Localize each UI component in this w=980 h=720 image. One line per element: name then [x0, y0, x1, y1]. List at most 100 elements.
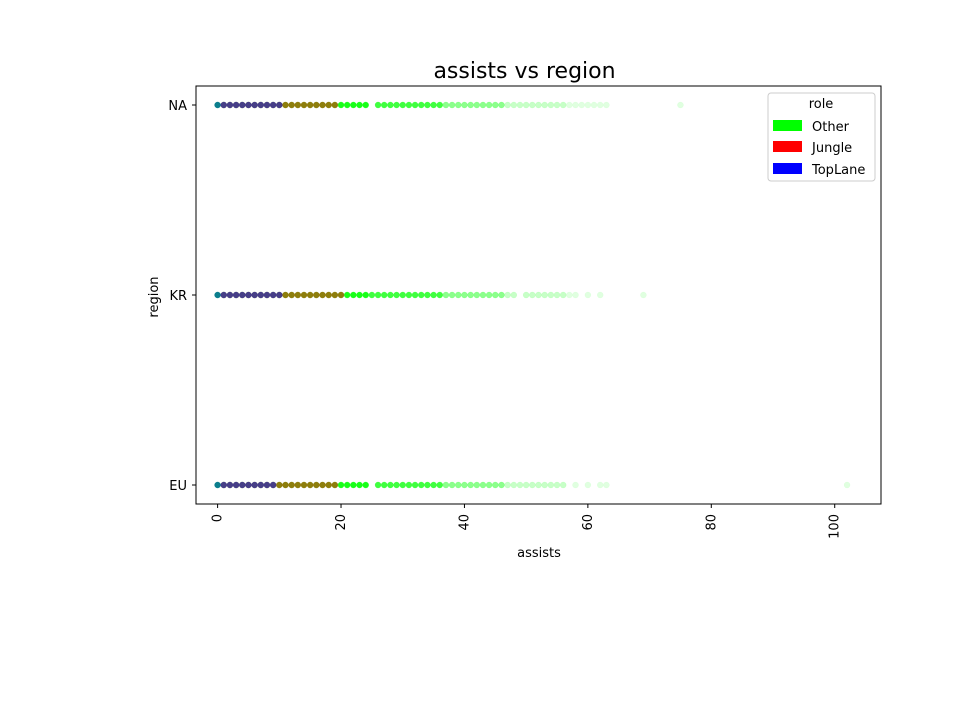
point-toplane-kr: [220, 291, 228, 299]
point-other-na: [405, 101, 413, 109]
point-jungle-eu: [325, 481, 332, 489]
point-other-na: [399, 101, 406, 109]
point-other-eu: [374, 481, 382, 489]
point-toplane-na: [269, 101, 277, 109]
point-other-na: [448, 101, 456, 109]
legend-swatch-other: [773, 120, 802, 131]
point-toplane-na: [251, 101, 258, 109]
point-other-kr: [584, 291, 592, 299]
point-other-na: [479, 101, 487, 109]
point-jungle-na: [300, 101, 308, 109]
point-other-kr: [356, 291, 363, 299]
point-other-kr: [535, 291, 542, 299]
point-other-na: [516, 101, 524, 109]
point-other-na: [387, 101, 394, 109]
point-jungle-eu: [288, 481, 295, 489]
point-other-kr: [424, 291, 431, 299]
point-other-na: [467, 101, 474, 109]
point-other-na: [590, 101, 598, 109]
point-other-eu: [405, 481, 413, 489]
point-other-kr: [368, 291, 376, 299]
y-tick-label: EU: [169, 479, 187, 494]
point-toplane-kr: [226, 291, 234, 299]
point-jungle-kr: [331, 291, 339, 299]
point-jungle-eu: [294, 481, 302, 489]
point-jungle-kr: [319, 291, 326, 299]
point-toplane-eu: [269, 481, 277, 489]
point-other-na: [455, 101, 462, 109]
point-other-na: [411, 101, 419, 109]
point-other-eu: [535, 481, 542, 489]
point-other-na: [578, 101, 585, 109]
point-jungle-kr: [300, 291, 308, 299]
chart-title: assists vs region: [433, 59, 615, 84]
legend-swatch-toplane: [773, 163, 802, 174]
x-axis: 0 20 40 60 80 100: [211, 504, 843, 539]
point-other-kr: [492, 291, 499, 299]
point-other-kr: [455, 291, 462, 299]
point-other-kr: [553, 291, 561, 299]
point-other-na: [504, 101, 511, 109]
point-toplane-na: [245, 101, 252, 109]
point-other-kr: [522, 291, 530, 299]
point-other-kr: [442, 291, 450, 299]
point-toplane-eu: [226, 481, 234, 489]
x-tick-label: 0: [211, 514, 226, 522]
point-toplane-eu: [263, 481, 271, 489]
point-other-na: [559, 101, 567, 109]
point-toplane-kr: [245, 291, 252, 299]
point-other-eu: [485, 481, 493, 489]
point-jungle-kr: [325, 291, 332, 299]
point-other-eu: [492, 481, 499, 489]
legend-title: role: [809, 97, 834, 112]
point-toplane-eu: [245, 481, 252, 489]
point-other-eu: [498, 481, 505, 489]
point-other-eu: [510, 481, 518, 489]
point-other-na: [572, 101, 579, 109]
point-toplane-na: [220, 101, 228, 109]
point-other-eu: [356, 481, 363, 489]
point-jungle-na: [313, 101, 320, 109]
point-other-kr: [541, 291, 548, 299]
point-other-na: [337, 101, 345, 109]
point-toplane-na: [276, 101, 283, 109]
point-jungle-eu: [331, 481, 339, 489]
legend-frame: [767, 92, 876, 182]
point-jungle-eu: [300, 481, 308, 489]
point-other-kr: [417, 291, 425, 299]
point-other-eu: [467, 481, 474, 489]
legend-label-other: Other: [812, 120, 850, 135]
x-tick-label: 80: [704, 514, 719, 531]
point-other-eu: [399, 481, 406, 489]
data-points: [214, 101, 851, 489]
point-other-na: [350, 101, 357, 109]
point-jungle-kr: [313, 291, 320, 299]
point-other-kr: [640, 291, 647, 299]
point-other-na: [374, 101, 382, 109]
point-other-na: [424, 101, 431, 109]
point-jungle-na: [288, 101, 295, 109]
point-other-eu: [417, 481, 425, 489]
point-other-kr: [343, 291, 351, 299]
x-axis-label: assists: [517, 546, 561, 561]
point-other-na: [603, 101, 610, 109]
point-jungle-na: [325, 101, 332, 109]
point-toplane-eu: [239, 481, 246, 489]
point-jungle-eu: [306, 481, 314, 489]
legend-label-jungle: Jungle: [811, 141, 852, 156]
point-other-kr: [504, 291, 511, 299]
point-toplane-kr: [239, 291, 246, 299]
point-other-eu: [553, 481, 561, 489]
point-other-kr: [572, 291, 579, 299]
point-other-na: [362, 101, 369, 109]
point-toplane-kr: [263, 291, 271, 299]
point-other-eu: [529, 481, 536, 489]
point-other-na: [541, 101, 548, 109]
point-jungle-eu: [313, 481, 320, 489]
point-toplane-eu: [257, 481, 265, 489]
point-other-eu: [584, 481, 592, 489]
legend: role Other Jungle TopLane: [767, 92, 876, 182]
point-toplane-na: [257, 101, 265, 109]
point-other-na: [498, 101, 505, 109]
